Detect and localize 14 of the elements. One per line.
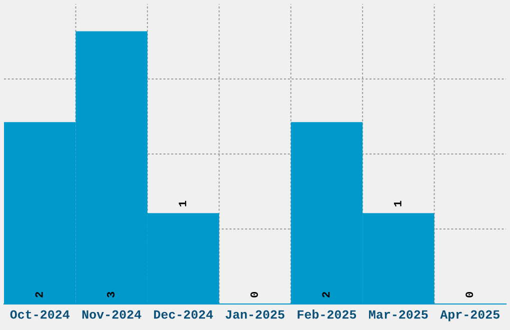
x-tick-label: Feb-2025 <box>298 310 356 319</box>
data-label: 3 <box>107 292 115 298</box>
x-tick-label: Mar-2025 <box>369 310 428 319</box>
data-label: 2 <box>35 292 43 298</box>
x-tick-label: Oct-2024 <box>10 310 70 319</box>
x-tick-label: Jan-2025 <box>226 310 284 319</box>
data-label: 0 <box>466 292 474 298</box>
data-label: 2 <box>322 292 330 298</box>
x-tick-label: Apr-2025 <box>440 310 500 322</box>
data-label: 1 <box>394 200 402 206</box>
x-tick-label: Nov-2024 <box>82 310 142 319</box>
data-label: 1 <box>178 200 186 206</box>
x-tick-label: Dec-2024 <box>154 310 213 319</box>
data-label: 0 <box>250 292 258 298</box>
